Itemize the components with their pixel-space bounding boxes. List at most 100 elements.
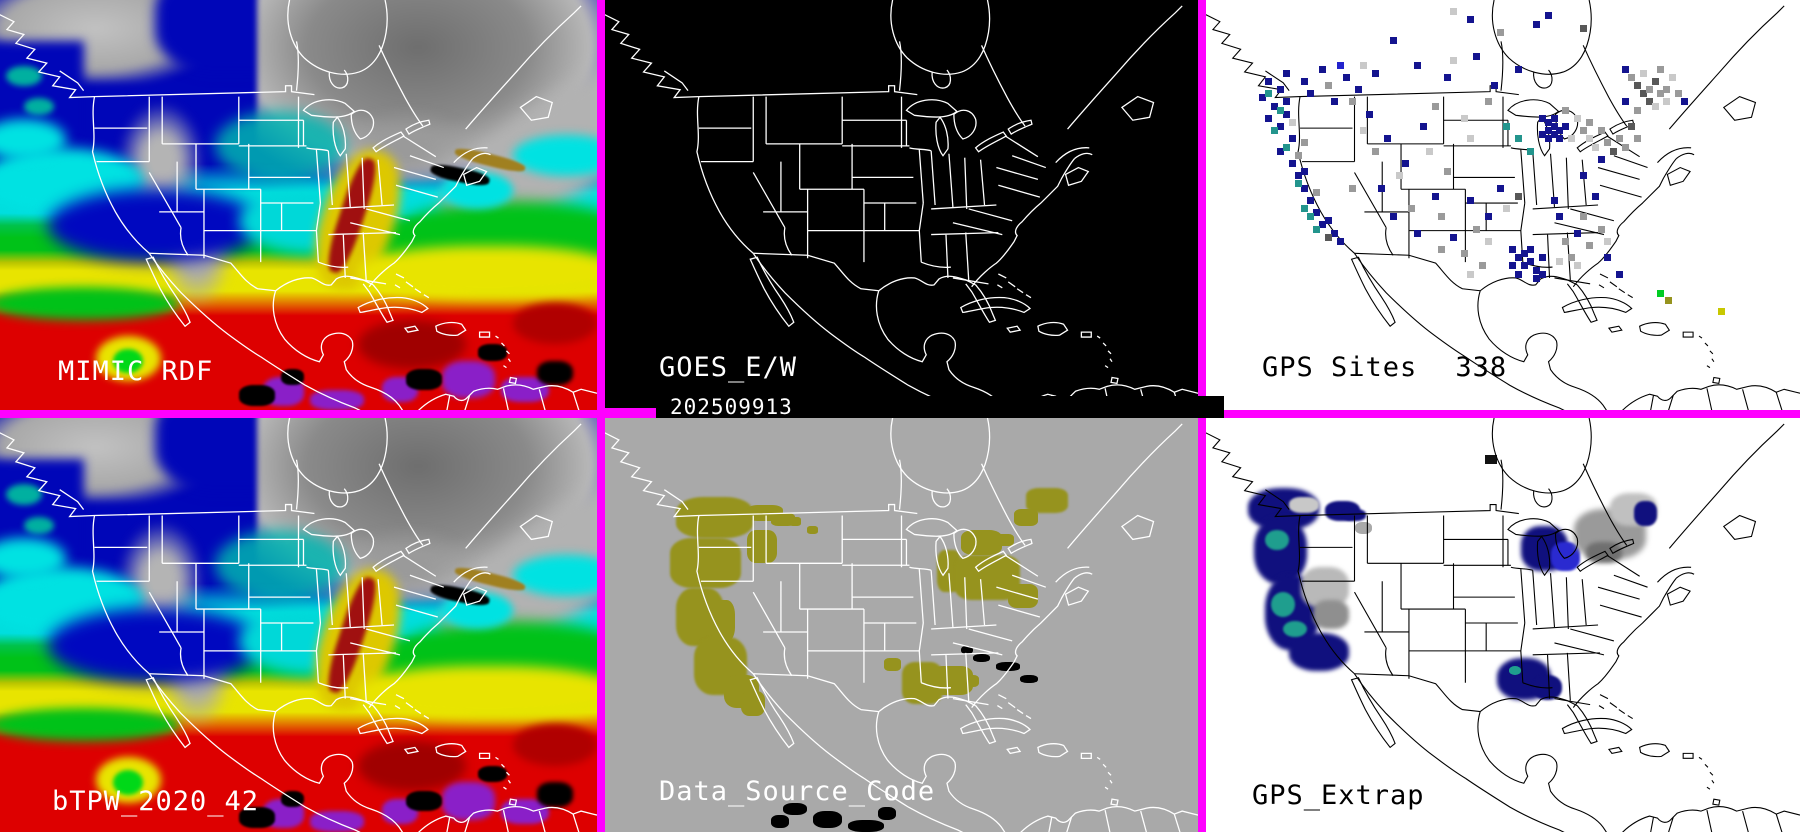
gps-site-dot	[1277, 123, 1285, 130]
gps-site-dot	[1360, 61, 1368, 69]
gps-site-dot	[1580, 24, 1588, 32]
black-antilles-1	[782, 803, 807, 816]
gps-site-dot	[1378, 184, 1386, 192]
gps-site-dot	[1598, 127, 1606, 135]
gps-site-dot	[1538, 254, 1546, 262]
gps-site-dot	[1497, 184, 1505, 192]
gps-site-dot	[1431, 102, 1439, 110]
gps-site-dot	[1562, 237, 1570, 245]
gps-site-dot	[1473, 225, 1481, 233]
gps-site-dot	[1312, 225, 1320, 233]
gps-site-dot	[1586, 118, 1594, 126]
gps-site-dot	[1289, 159, 1297, 167]
gps-site-dot	[1312, 209, 1320, 217]
gps-site-dot	[1485, 98, 1493, 106]
gps-site-dot	[1301, 184, 1309, 192]
gps-site-dot	[1532, 20, 1540, 28]
north-america-map	[1206, 418, 1800, 832]
gps-site-dot	[1538, 270, 1546, 278]
gps-site-dot	[1681, 98, 1689, 106]
gps-site-dot	[1467, 16, 1475, 24]
gps-site-dot	[1301, 205, 1309, 212]
gps-site-dot	[1664, 296, 1672, 304]
gps-site-dot	[1295, 180, 1303, 188]
gps-sites-count: 338	[1455, 352, 1508, 383]
gps-site-dot	[1342, 73, 1350, 81]
gps-site-dot	[1633, 82, 1641, 89]
gps-site-dot	[1651, 77, 1659, 85]
gps-site-dot	[1301, 139, 1309, 147]
gps-site-dot	[1538, 114, 1546, 122]
teal-patch-1	[1265, 529, 1290, 551]
gps-site-dot	[1407, 205, 1415, 212]
gps-site-dot	[1556, 258, 1564, 266]
black-antilles-3	[848, 819, 884, 832]
olive-idaho-2	[771, 513, 795, 526]
gps-site-dot	[1651, 102, 1659, 110]
olive-montana-1	[788, 517, 801, 526]
red-dark-2	[513, 303, 597, 345]
gps-site-dot	[1437, 213, 1445, 221]
olive-montana-2	[806, 525, 819, 534]
yellow-caribbean	[358, 246, 597, 300]
gps-site-dot	[1330, 229, 1338, 237]
gps-site-dot	[1354, 86, 1362, 94]
blue-michigan	[1550, 542, 1581, 572]
gps-sites-text: GPS Sites	[1262, 352, 1418, 383]
red-dark-1	[358, 740, 466, 791]
gps-site-dot	[1586, 241, 1594, 249]
green-label-patch	[113, 769, 144, 795]
gps-site-dot	[1663, 86, 1671, 94]
gps-site-dot	[1271, 127, 1279, 135]
gps-site-dot	[1467, 135, 1475, 143]
gps-site-dot	[1413, 229, 1421, 237]
gps-site-dot	[1390, 36, 1398, 44]
gps-site-dot	[1318, 65, 1326, 73]
gps-site-dot	[1550, 131, 1558, 139]
panel-gps-extrap: GPS_Extrap	[1206, 418, 1800, 832]
gps-site-dot	[1621, 143, 1629, 151]
panel-label-gps-extrap: GPS_Extrap	[1252, 780, 1425, 811]
gps-site-dot	[1508, 246, 1516, 253]
gps-site-dot	[1639, 69, 1647, 77]
gps-site-dot	[1265, 114, 1273, 122]
gps-site-dot	[1592, 143, 1600, 151]
black-4	[477, 344, 508, 361]
black-4	[477, 765, 508, 783]
gps-site-dot	[1461, 114, 1469, 122]
gps-site-dot	[1324, 82, 1332, 89]
olive-oregon	[670, 538, 742, 588]
black-3	[405, 790, 442, 812]
olive-washington	[676, 496, 754, 539]
gps-site-dot	[1467, 196, 1475, 204]
timestamp-bar: 202509913	[656, 396, 1224, 418]
gps-site-dot	[1295, 172, 1303, 180]
black-antilles-4	[771, 815, 789, 828]
gps-site-dot	[1514, 135, 1522, 143]
gps-site-dot	[1295, 151, 1303, 159]
cyan-pacific-2	[0, 118, 66, 160]
gps-site-dot	[1336, 237, 1344, 245]
gps-site-dot	[1598, 225, 1606, 233]
olive-newengland-1	[1026, 488, 1068, 514]
black-1	[238, 807, 275, 828]
navy-baja-ocean	[47, 188, 263, 263]
gps-site-dot	[1283, 69, 1291, 77]
gps-site-dot	[1265, 90, 1273, 98]
black-island-2	[996, 662, 1021, 671]
gps-site-dot	[1508, 262, 1516, 270]
gps-site-dot	[1360, 127, 1368, 135]
gps-site-dot	[1562, 123, 1570, 130]
border-nub	[605, 408, 656, 410]
gps-site-dot	[1615, 135, 1623, 143]
black-5	[537, 360, 574, 386]
olive-newengland-2	[1014, 509, 1038, 526]
gps-site-dot	[1324, 233, 1332, 241]
gps-site-dot	[1336, 61, 1344, 69]
panel-label-mimic: MIMIC RDF	[58, 356, 214, 387]
gps-site-dot	[1443, 168, 1451, 176]
gps-site-dot	[1485, 237, 1493, 245]
gps-site-dot	[1259, 94, 1267, 102]
gps-site-dot	[1663, 98, 1671, 106]
